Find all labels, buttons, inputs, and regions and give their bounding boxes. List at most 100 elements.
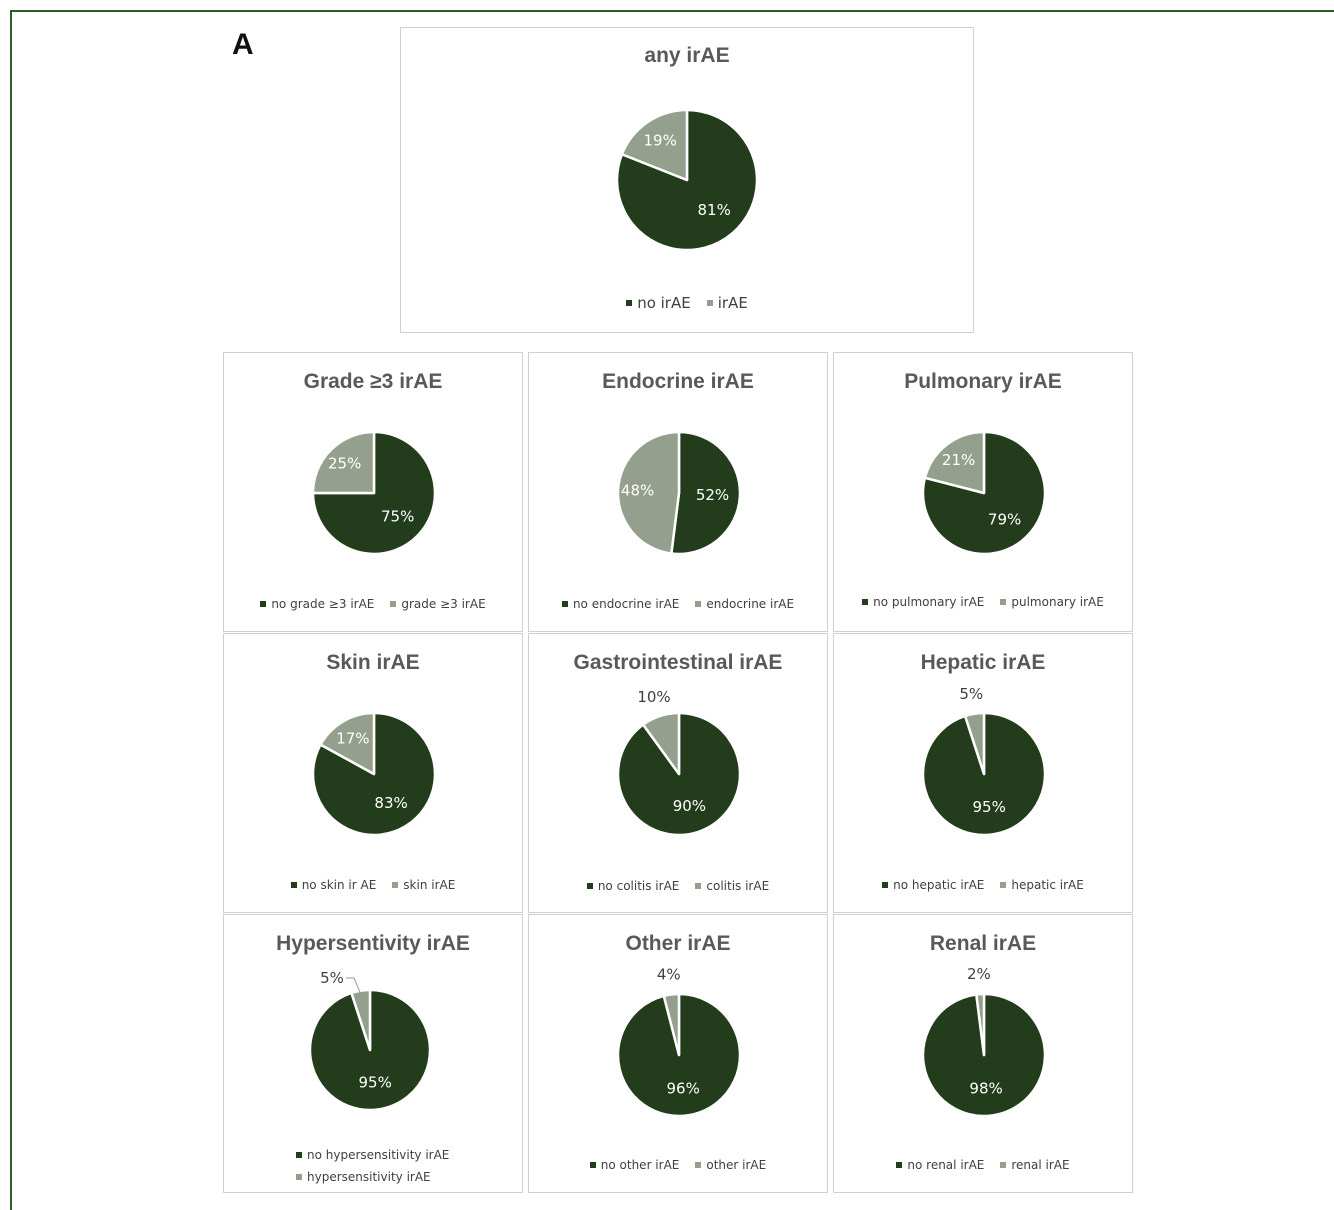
legend-swatch bbox=[296, 1151, 302, 1158]
legend-swatch bbox=[296, 1173, 302, 1180]
chart-panel-hypersentivity-irae: Hypersentivity irAE 95% 5% no hypersensitiv… bbox=[223, 914, 523, 1193]
legend-label: grade ≥3 irAE bbox=[401, 597, 486, 611]
legend-item: no colitis irAE bbox=[586, 879, 680, 893]
chart-legend: no hepatic irAE hepatic irAE bbox=[834, 878, 1132, 892]
legend-label: no grade ≥3 irAE bbox=[271, 597, 375, 611]
legend-label: pulmonary irAE bbox=[1011, 595, 1104, 609]
pie-slice-hepatic-irae bbox=[963, 711, 986, 776]
legend-label: irAE bbox=[717, 294, 748, 312]
legend-label: no colitis irAE bbox=[597, 879, 680, 893]
chart-title: Hepatic irAE bbox=[920, 651, 1046, 674]
chart-title: Grade ≥3 irAE bbox=[303, 370, 443, 393]
data-label: 83% bbox=[374, 794, 407, 812]
legend-label: no hypersensitivity irAE bbox=[307, 1148, 450, 1162]
pie-chart: 79% 21% bbox=[921, 430, 1047, 556]
legend-swatch bbox=[290, 881, 297, 888]
legend-swatch bbox=[561, 600, 568, 607]
chart-legend: no other irAE other irAE bbox=[529, 1158, 827, 1172]
legend-label: skin irAE bbox=[403, 878, 456, 892]
legend-item: skin irAE bbox=[392, 878, 455, 892]
chart-panel-gastrointestinal-irae: Gastrointestinal irAE 90% 10% no colitis ir… bbox=[528, 633, 828, 913]
pie-slice-hypersensitivity-irae bbox=[350, 988, 372, 1052]
data-label: 25% bbox=[328, 455, 361, 473]
pie-chart: 75% 25% bbox=[311, 430, 437, 556]
pie-slice-renal-irae bbox=[975, 992, 986, 1057]
legend-item: no skin ir AE bbox=[290, 878, 377, 892]
pie-chart: 52% 48% bbox=[616, 430, 742, 556]
chart-title: Other irAE bbox=[625, 932, 731, 955]
legend-label: hepatic irAE bbox=[1011, 878, 1084, 892]
data-label: 95% bbox=[359, 1074, 392, 1092]
legend-swatch bbox=[589, 1161, 596, 1168]
chart-panel-renal-irae: Renal irAE 98% 2% no renal irAE renal irAE bbox=[833, 914, 1133, 1193]
legend-item: no grade ≥3 irAE bbox=[260, 597, 374, 611]
chart-legend: no grade ≥3 irAE grade ≥3 irAE bbox=[224, 597, 522, 611]
pie-slice-colitis-irae bbox=[641, 711, 681, 776]
pie-slice-other-irae bbox=[662, 992, 681, 1057]
legend-item: hepatic irAE bbox=[1000, 878, 1084, 892]
chart-panel-pulmonary-irae: Pulmonary irAE 79% 21% no pulmonary irAE pul… bbox=[833, 352, 1133, 632]
legend-swatch bbox=[586, 882, 593, 889]
legend-label: renal irAE bbox=[1011, 1158, 1070, 1172]
legend-item: endocrine irAE bbox=[695, 597, 794, 611]
pie-chart: 95% 5% bbox=[921, 685, 1047, 837]
legend-swatch bbox=[390, 600, 397, 607]
pie-slice-skin-irae bbox=[319, 711, 376, 776]
legend-swatch bbox=[1000, 598, 1007, 605]
pie-chart: 98% 2% bbox=[921, 965, 1047, 1118]
legend-label: no pulmonary irAE bbox=[873, 595, 985, 609]
legend-item: no endocrine irAE bbox=[561, 597, 679, 611]
legend-label: no hepatic irAE bbox=[893, 878, 985, 892]
pie-slice-irae bbox=[620, 108, 689, 182]
legend-item: no hypersensitivity irAE bbox=[296, 1148, 449, 1162]
chart-panel-grade-3-irae: Grade ≥3 irAE 75% 25% no grade ≥3 irAE grade… bbox=[223, 352, 523, 632]
data-label: 98% bbox=[969, 1080, 1002, 1098]
legend-item: renal irAE bbox=[1000, 1158, 1070, 1172]
legend-item: no hepatic irAE bbox=[882, 878, 984, 892]
figure-frame bbox=[10, 10, 1334, 1210]
data-label: 96% bbox=[667, 1079, 700, 1097]
legend-label: no irAE bbox=[637, 294, 691, 312]
data-label: 10% bbox=[637, 688, 670, 706]
data-label: 90% bbox=[673, 797, 706, 815]
legend-swatch bbox=[695, 882, 702, 889]
legend-item: other irAE bbox=[695, 1158, 766, 1172]
legend-item: pulmonary irAE bbox=[1000, 595, 1104, 609]
data-label: 75% bbox=[381, 508, 414, 526]
data-label: 79% bbox=[988, 511, 1021, 529]
data-label: 81% bbox=[698, 201, 731, 219]
chart-title: Pulmonary irAE bbox=[904, 370, 1062, 393]
pie-slice-pulmonary-irae bbox=[923, 430, 986, 495]
legend-swatch bbox=[882, 881, 889, 888]
chart-legend: no pulmonary irAE pulmonary irAE bbox=[834, 595, 1132, 609]
legend-label: colitis irAE bbox=[706, 879, 770, 893]
legend-label: other irAE bbox=[706, 1158, 767, 1172]
panel-letter: A bbox=[232, 28, 254, 61]
legend-swatch bbox=[1000, 881, 1007, 888]
pie-chart: 96% 4% bbox=[616, 966, 742, 1118]
data-label: 52% bbox=[696, 486, 729, 504]
legend-swatch bbox=[695, 1161, 702, 1168]
legend-item: no pulmonary irAE bbox=[862, 595, 984, 609]
legend-swatch bbox=[896, 1161, 903, 1168]
chart-legend: no endocrine irAE endocrine irAE bbox=[529, 597, 827, 611]
legend-item: colitis irAE bbox=[695, 879, 769, 893]
data-label: 48% bbox=[621, 481, 654, 499]
legend-swatch bbox=[1000, 1161, 1007, 1168]
chart-legend: no colitis irAE colitis irAE bbox=[529, 879, 827, 893]
legend-swatch bbox=[862, 598, 869, 605]
data-label: 2% bbox=[967, 965, 991, 983]
legend-swatch bbox=[626, 299, 633, 306]
chart-panel-any-irae: any irAE 81% 19% no irAE irAE bbox=[400, 27, 974, 333]
data-label: 95% bbox=[973, 798, 1006, 816]
legend-item: no other irAE bbox=[589, 1158, 679, 1172]
legend-item: grade ≥3 irAE bbox=[390, 597, 486, 611]
legend-swatch bbox=[260, 600, 267, 607]
legend-label: no skin ir AE bbox=[301, 878, 377, 892]
chart-title: any irAE bbox=[644, 44, 730, 67]
chart-title: Renal irAE bbox=[929, 932, 1037, 955]
pie-chart: 81% 19% bbox=[615, 108, 759, 252]
chart-title: Gastrointestinal irAE bbox=[573, 651, 783, 674]
chart-title: Hypersentivity irAE bbox=[276, 932, 470, 955]
pie-chart: 95% 5% bbox=[308, 969, 432, 1112]
